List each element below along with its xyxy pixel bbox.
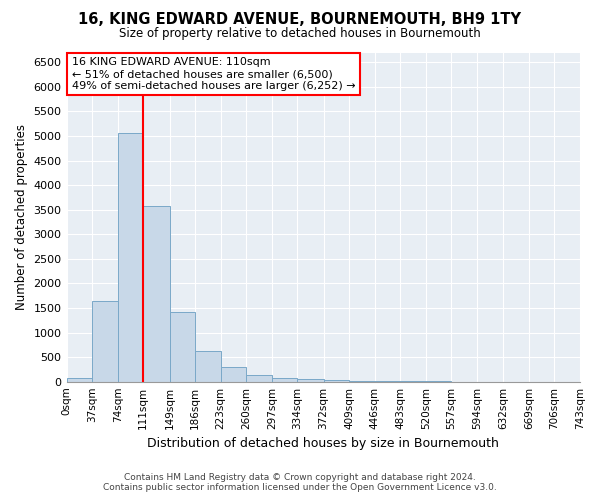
Bar [195,351,221,382]
Bar [170,312,195,382]
Bar [143,206,170,382]
Bar [323,380,349,382]
Bar [298,380,323,382]
Bar [272,378,298,382]
Y-axis label: Number of detached properties: Number of detached properties [15,124,28,310]
Text: 16 KING EDWARD AVENUE: 110sqm
← 51% of detached houses are smaller (6,500)
49% o: 16 KING EDWARD AVENUE: 110sqm ← 51% of d… [71,58,355,90]
Text: Size of property relative to detached houses in Bournemouth: Size of property relative to detached ho… [119,28,481,40]
Text: Contains HM Land Registry data © Crown copyright and database right 2024.
Contai: Contains HM Land Registry data © Crown c… [103,473,497,492]
Text: 16, KING EDWARD AVENUE, BOURNEMOUTH, BH9 1TY: 16, KING EDWARD AVENUE, BOURNEMOUTH, BH9… [79,12,521,28]
X-axis label: Distribution of detached houses by size in Bournemouth: Distribution of detached houses by size … [148,437,499,450]
Bar [349,381,375,382]
Bar [118,132,143,382]
Bar [67,378,92,382]
Bar [246,375,272,382]
Bar [92,300,118,382]
Bar [221,367,246,382]
